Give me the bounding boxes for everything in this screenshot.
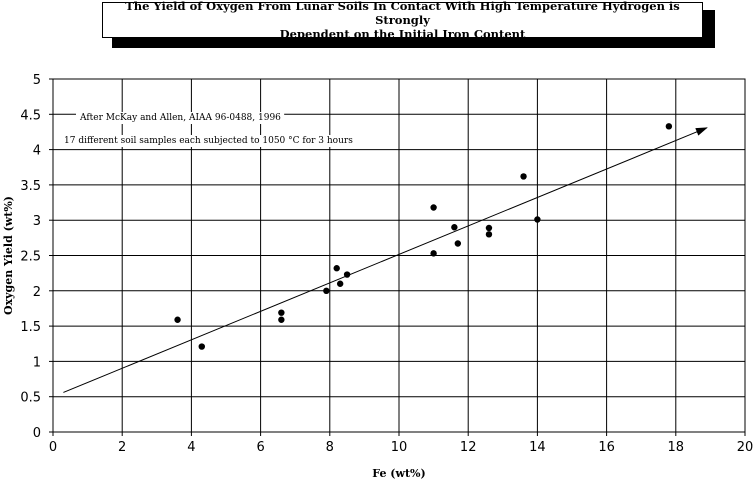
y-tick-label: 5 bbox=[33, 73, 41, 88]
x-tick-label: 20 bbox=[737, 440, 753, 455]
x-tick-label: 6 bbox=[256, 440, 264, 455]
y-tick-label: 3.5 bbox=[20, 179, 41, 194]
x-tick-label: 10 bbox=[391, 440, 408, 455]
data-point bbox=[485, 231, 493, 238]
x-tick-label: 14 bbox=[529, 440, 546, 455]
x-tick-label: 2 bbox=[118, 440, 126, 455]
x-tick-label: 0 bbox=[49, 440, 57, 455]
data-point bbox=[198, 343, 205, 350]
x-tick-label: 8 bbox=[326, 440, 334, 455]
y-tick-label: 2.5 bbox=[20, 250, 41, 265]
chart-title-line-1: The Yield of Oxygen From Lunar Soils In … bbox=[125, 0, 680, 27]
data-point bbox=[430, 204, 437, 211]
data-point bbox=[278, 316, 285, 323]
annotation-samples: 17 different soil samples each subjected… bbox=[64, 136, 353, 146]
y-tick-label: 0 bbox=[33, 426, 41, 441]
y-tick-label: 4.5 bbox=[20, 108, 41, 123]
data-point bbox=[430, 250, 437, 257]
data-point bbox=[336, 280, 344, 287]
data-point bbox=[534, 216, 541, 223]
x-axis-title: Fe (wt%) bbox=[372, 467, 425, 480]
data-point bbox=[343, 271, 351, 278]
data-point bbox=[278, 309, 285, 316]
y-tick-label: 3 bbox=[33, 214, 41, 229]
x-tick-label: 4 bbox=[187, 440, 195, 455]
data-point bbox=[451, 224, 458, 231]
data-point bbox=[665, 123, 673, 130]
data-point bbox=[520, 173, 527, 180]
data-point bbox=[174, 316, 181, 323]
data-point bbox=[454, 240, 462, 247]
data-point bbox=[333, 265, 340, 272]
trendline-arrow bbox=[63, 127, 708, 393]
data-point bbox=[323, 287, 330, 294]
chart-title-line-2: Dependent on the Initial Iron Content bbox=[279, 27, 526, 41]
x-tick-label: 18 bbox=[668, 440, 685, 455]
y-tick-label: 1.5 bbox=[20, 320, 41, 335]
x-tick-label: 12 bbox=[460, 440, 477, 455]
x-tick-label: 16 bbox=[598, 440, 615, 455]
data-point bbox=[485, 224, 493, 232]
y-tick-label: 0.5 bbox=[20, 391, 41, 406]
annotation-source: After McKay and Allen, AIAA 96-0488, 199… bbox=[79, 113, 281, 123]
y-tick-label: 2 bbox=[33, 285, 41, 300]
y-axis-title: Oxygen Yield (wt%) bbox=[2, 196, 15, 315]
chart-title: The Yield of Oxygen From Lunar Soils In … bbox=[102, 0, 703, 41]
y-tick-label: 4 bbox=[33, 144, 41, 159]
y-tick-label: 1 bbox=[33, 355, 41, 370]
annotation-background bbox=[76, 112, 285, 124]
annotation-background bbox=[61, 135, 357, 147]
